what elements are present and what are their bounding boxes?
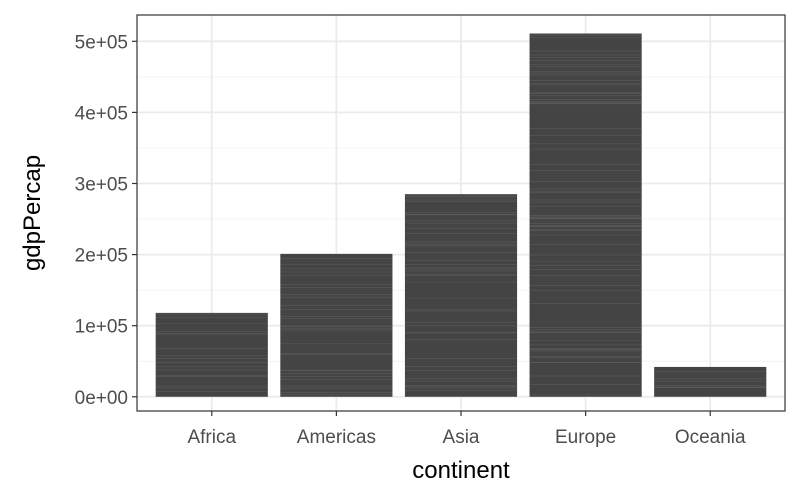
- bar-asia: [404, 194, 518, 397]
- x-tick-label: Europe: [555, 427, 616, 448]
- bar-europe: [529, 33, 642, 397]
- y-tick-label: 3e+05: [75, 174, 128, 195]
- y-axis-title: gdpPercap: [19, 155, 46, 271]
- x-axis-title: continent: [412, 457, 510, 484]
- y-tick-label: 1e+05: [75, 317, 128, 338]
- bar-africa: [155, 312, 268, 397]
- x-tick-label: Americas: [297, 427, 376, 448]
- y-axis-ticks: 0e+00 1e+05 2e+05 3e+05 4e+05 5e+05: [75, 32, 137, 409]
- x-tick-label: Oceania: [675, 427, 746, 448]
- y-tick-label: 0e+00: [75, 388, 128, 409]
- y-tick-label: 5e+05: [75, 32, 128, 53]
- x-axis-ticks: Africa Americas Asia Europe Oceania: [187, 411, 746, 448]
- x-tick-label: Africa: [187, 427, 236, 448]
- y-tick-label: 4e+05: [75, 103, 128, 124]
- bar-oceania: [654, 366, 767, 397]
- bars: [155, 33, 767, 397]
- x-tick-label: Asia: [443, 427, 480, 448]
- bar-americas: [280, 253, 393, 397]
- y-tick-label: 2e+05: [75, 246, 128, 267]
